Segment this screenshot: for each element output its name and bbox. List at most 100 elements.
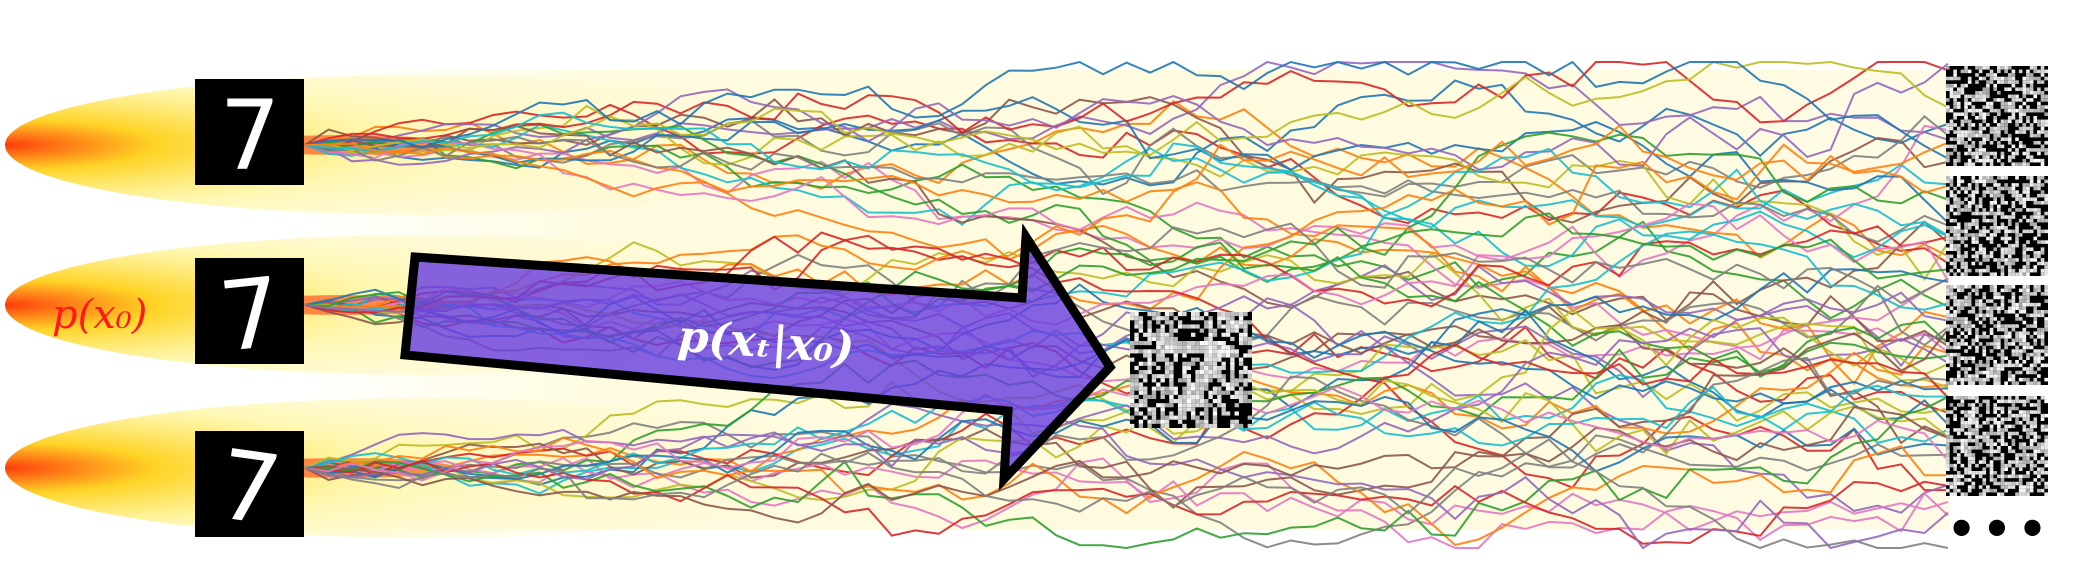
noise-pixel [1957,269,1961,273]
noise-pixel [1997,66,2001,70]
noise-pixel [2026,492,2030,496]
noise-pixel [1990,190,1994,194]
noise-pixel [1975,378,1979,382]
noise-pixel [2044,112,2048,116]
noise-pixel [1946,428,1950,432]
noise-pixel [1957,212,1961,216]
noise-pixel [1990,70,1994,74]
noise-pixel [1986,91,1990,95]
noise-pixel [1208,316,1212,320]
noise-pixel [2008,335,2012,339]
noise-pixel [2026,381,2030,385]
noise-pixel [2008,285,2012,289]
noise-pixel [2023,197,2027,201]
noise-pixel [2044,396,2048,400]
noise-pixel [1993,155,1997,159]
noise-pixel [2001,435,2005,439]
noise-pixel [1982,492,1986,496]
noise-pixel [1997,321,2001,325]
noise-pixel [1990,285,1994,289]
noise-pixel [2041,145,2045,149]
noise-pixel [2001,176,2005,180]
noise-pixel [2001,349,2005,353]
noise-pixel [1982,105,1986,109]
noise-pixel [1174,329,1178,333]
noise-pixel [1979,123,1983,127]
noise-pixel [2023,331,2027,335]
noise-pixel [1139,362,1143,366]
noise-pixel [1130,387,1134,391]
noise-pixel [1990,219,1994,223]
noise-pixel [2012,73,2016,77]
noise-pixel [1161,324,1165,328]
noise-pixel [1953,464,1957,468]
noise-pixel [1950,269,1954,273]
noise-pixel [1946,299,1950,303]
noise-pixel [1975,335,1979,339]
noise-pixel [1972,212,1976,216]
noise-pixel [1990,442,1994,446]
noise-pixel [2033,314,2037,318]
noise-pixel [1195,391,1199,395]
noise-pixel [1143,391,1147,395]
noise-pixel [2041,201,2045,205]
noise-pixel [1982,258,1986,262]
noise-pixel [2026,475,2030,479]
noise-pixel [1975,400,1979,404]
noise-pixel [2044,435,2048,439]
noise-pixel [1993,482,1997,486]
noise-pixel [1982,251,1986,255]
noise-pixel [2001,356,2005,360]
noise-pixel [1990,109,1994,113]
noise-pixel [1243,341,1247,345]
noise-pixel [2019,335,2023,339]
noise-pixel [1961,339,1965,343]
noise-pixel [2041,328,2045,332]
noise-pixel [2030,180,2034,184]
noise-pixel [2019,208,2023,212]
noise-pixel [2037,80,2041,84]
noise-pixel [1972,190,1976,194]
noise-pixel [1961,240,1965,244]
noise-pixel [1997,371,2001,375]
noise-pixel [1997,265,2001,269]
noise-pixel [1997,230,2001,234]
noise-pixel [1165,358,1169,362]
noise-pixel [1946,353,1950,357]
noise-pixel [1990,317,1994,321]
noise-pixel [1964,371,1968,375]
intermediate-noisy-image [1130,312,1252,428]
noise-pixel [1979,435,1983,439]
noise-pixel [2008,137,2012,141]
noise-pixel [1191,312,1195,316]
noise-pixel [1993,233,1997,237]
noise-pixel [2037,381,2041,385]
noise-pixel [1178,403,1182,407]
noise-pixel [1191,345,1195,349]
noise-pixel [1957,478,1961,482]
noise-pixel [1222,378,1226,382]
noise-pixel [2026,73,2030,77]
noise-pixel [1230,420,1234,424]
noise-pixel [1946,360,1950,364]
noise-pixel [2019,127,2023,131]
noise-pixel [1946,285,1950,289]
noise-pixel [1968,321,1972,325]
noise-pixel [2044,148,2048,152]
noise-pixel [1235,378,1239,382]
noise-pixel [1993,417,1997,421]
noise-pixel [1953,123,1957,127]
noise-pixel [1178,345,1182,349]
noise-pixel [1975,331,1979,335]
noise-pixel [1961,342,1965,346]
noise-pixel [1986,66,1990,70]
noise-pixel [2004,230,2008,234]
noise-pixel [1993,381,1997,385]
noise-pixel [2030,396,2034,400]
noise-pixel [2033,439,2037,443]
noise-pixel [1979,152,1983,156]
noise-pixel [2008,215,2012,219]
noise-pixel [1982,371,1986,375]
noise-pixel [1990,367,1994,371]
noise-pixel [2019,289,2023,293]
